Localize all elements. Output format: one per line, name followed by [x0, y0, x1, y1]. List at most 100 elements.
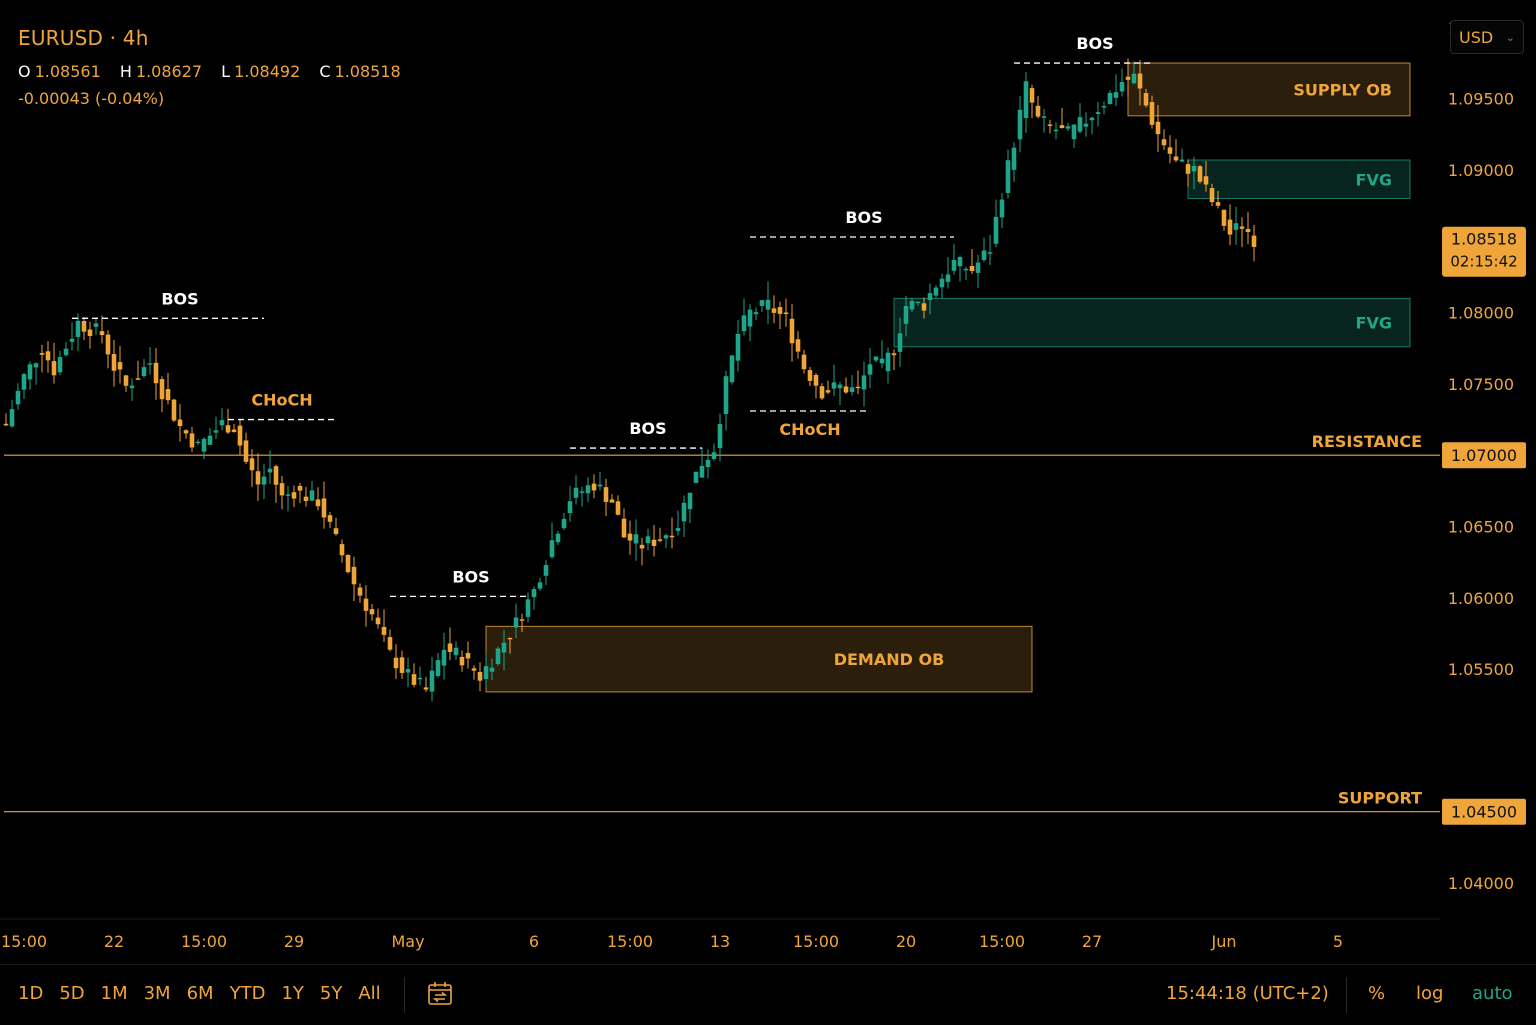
candle-body: [699, 465, 705, 478]
currency-select[interactable]: USD ⌄: [1450, 20, 1524, 54]
range-6m-button[interactable]: 6M: [186, 983, 214, 1004]
candle-body: [657, 539, 663, 541]
last-price-text: 1.08518: [1451, 230, 1517, 249]
candle-body: [1023, 81, 1029, 119]
candle-body: [309, 490, 315, 501]
candle-body: [885, 352, 891, 372]
candle-body: [843, 386, 849, 393]
candle-body: [273, 466, 279, 485]
supply-zone-label: SUPPLY OB: [1293, 80, 1392, 99]
candle-body: [987, 252, 993, 254]
candle-body: [111, 354, 117, 371]
candle-body: [711, 452, 717, 460]
last-price-badge: [1442, 226, 1526, 277]
y-tick-label: 1.09500: [1448, 90, 1514, 109]
candle-body: [1221, 209, 1227, 226]
range-5y-button[interactable]: 5Y: [319, 983, 343, 1004]
candle-body: [495, 648, 501, 665]
candle-body: [723, 376, 729, 415]
candle-body: [123, 375, 129, 386]
candle-body: [249, 458, 255, 471]
candle-body: [717, 424, 723, 449]
auto-toggle[interactable]: auto: [1472, 983, 1513, 1004]
candle-body: [651, 539, 657, 546]
candle-body: [1233, 223, 1239, 230]
candle-body: [1227, 219, 1233, 235]
candle-body: [861, 375, 867, 390]
candle-body: [1239, 226, 1245, 229]
x-tick-label: 15:00: [607, 932, 653, 951]
x-tick-label: 27: [1082, 932, 1102, 951]
candle-body: [1071, 124, 1077, 140]
symbol-title[interactable]: EURUSD · 4h: [18, 26, 149, 50]
clock-timezone[interactable]: 15:44:18 (UTC+2): [1166, 983, 1329, 1004]
candle-body: [597, 484, 603, 487]
candle-body: [825, 390, 831, 393]
candle-body: [873, 356, 879, 361]
candle-body: [51, 361, 57, 376]
candle-body: [363, 598, 369, 611]
candle-body: [1209, 188, 1215, 203]
y-axis: 1.100001.095001.090001.080001.075001.065…: [1448, 18, 1514, 893]
candle-body: [63, 348, 69, 356]
candle-body: [471, 668, 477, 671]
candle-body: [75, 320, 81, 337]
range-3m-button[interactable]: 3M: [143, 983, 171, 1004]
candle-body: [741, 315, 747, 332]
fvg-zone-label: FVG: [1356, 314, 1392, 333]
candle-body: [393, 657, 399, 669]
x-axis: 15:00 22 15:00 29 May 6 15:00 13 15:00 20 15:00 27 J…: [1, 932, 1343, 951]
candle-body: [1119, 82, 1125, 92]
candle-body: [477, 671, 483, 681]
candle-body: [1161, 139, 1167, 146]
x-tick-label: 29: [284, 932, 304, 951]
x-tick-label: May: [391, 932, 424, 951]
range-1m-button[interactable]: 1M: [100, 983, 128, 1004]
candle-body: [39, 353, 45, 355]
close-value: 1.08518: [334, 62, 401, 81]
low-key: L: [221, 62, 231, 81]
price-chart[interactable]: 1.100001.095001.090001.080001.075001.065…: [0, 0, 1536, 964]
calendar-compare-icon[interactable]: [426, 981, 454, 1007]
candle-body: [195, 441, 201, 444]
candle-body: [519, 619, 525, 621]
low-value: 1.08492: [234, 62, 301, 81]
candle-body: [645, 536, 651, 544]
candle-body: [207, 435, 213, 445]
candle-body: [1107, 92, 1113, 104]
resistance-price-badge: [1442, 442, 1526, 469]
x-tick-label: 5: [1333, 932, 1343, 951]
candle-body: [573, 487, 579, 498]
resistance-price-text: 1.07000: [1451, 446, 1517, 465]
candle-body: [459, 656, 465, 666]
candle-body: [33, 363, 39, 368]
candle-body: [807, 370, 813, 381]
candle-body: [183, 430, 189, 434]
range-ytd-button[interactable]: YTD: [229, 983, 266, 1004]
candle-body: [765, 299, 771, 310]
range-1y-button[interactable]: 1Y: [281, 983, 304, 1004]
candle-body: [165, 389, 171, 401]
candle-body: [237, 425, 243, 446]
candle-body: [1101, 106, 1107, 108]
log-toggle[interactable]: log: [1416, 983, 1444, 1004]
range-1d-button[interactable]: 1D: [18, 983, 44, 1004]
candle-body: [57, 357, 63, 373]
candle-body: [15, 390, 21, 405]
percent-toggle[interactable]: %: [1368, 983, 1386, 1004]
candle-body: [1113, 92, 1119, 98]
candle-body: [1173, 156, 1179, 161]
candle-body: [945, 274, 951, 282]
range-5d-button[interactable]: 5D: [59, 983, 85, 1004]
ohlc-values: O 1.08561 H 1.08627 L 1.08492 C 1.08518: [18, 62, 415, 81]
range-all-button[interactable]: All: [358, 983, 381, 1004]
candle-body: [1041, 116, 1047, 118]
candle-body: [1065, 126, 1071, 129]
candle-body: [1059, 125, 1065, 128]
candle-body: [981, 250, 987, 261]
candle-body: [243, 440, 249, 462]
candle-body: [1125, 76, 1131, 80]
candle-body: [1005, 160, 1011, 193]
candle-body: [921, 303, 927, 311]
candle-body: [771, 308, 777, 313]
